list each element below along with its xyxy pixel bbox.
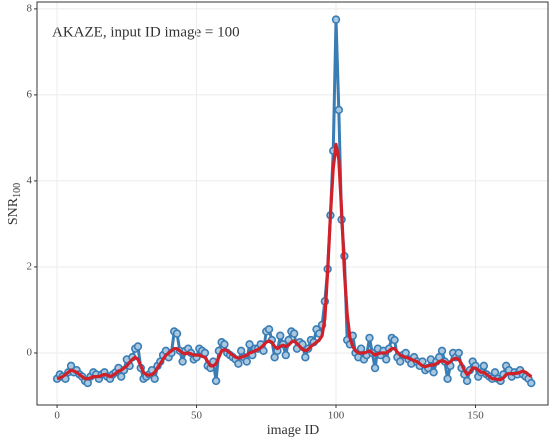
series-line <box>56 142 533 382</box>
y-tick-label: 4 <box>27 174 33 186</box>
point <box>390 335 399 345</box>
point <box>133 342 143 351</box>
plot-frame <box>36 1 549 406</box>
point <box>429 368 438 377</box>
point <box>462 376 472 386</box>
point <box>172 329 182 338</box>
point <box>150 374 159 383</box>
point <box>479 361 489 371</box>
y-tick-label: 8 <box>27 2 33 14</box>
x-tick-label: 0 <box>54 410 60 422</box>
point <box>334 105 344 115</box>
y-axis-label: SNR100 <box>6 183 23 225</box>
point <box>234 359 243 368</box>
point <box>178 357 187 366</box>
point <box>356 344 366 353</box>
y-tick-label: 6 <box>27 88 33 100</box>
x-axis-label: image ID <box>267 423 319 438</box>
x-tick-label: 50 <box>191 410 203 422</box>
annotation: AKAZE, input ID image = 100 <box>52 24 240 40</box>
point <box>301 353 310 362</box>
point <box>242 357 251 366</box>
point <box>289 329 299 338</box>
point <box>331 15 341 24</box>
point <box>365 333 374 343</box>
y-tick-label: 2 <box>27 260 33 272</box>
point <box>454 348 463 358</box>
y-axis-label-main: SNR <box>6 197 21 225</box>
point <box>281 350 291 360</box>
y-axis-label-sub: 100 <box>12 183 23 198</box>
point <box>245 340 254 349</box>
point <box>443 374 452 383</box>
point <box>382 355 391 364</box>
x-tick-label: 100 <box>328 410 345 422</box>
point <box>437 346 447 356</box>
point <box>211 376 221 386</box>
point <box>276 331 285 340</box>
point <box>259 346 268 356</box>
point <box>527 378 536 388</box>
y-tick-label: 0 <box>27 346 33 358</box>
point <box>220 340 229 349</box>
x-tick-label: 150 <box>467 410 484 422</box>
point <box>264 325 274 334</box>
point <box>370 363 380 373</box>
